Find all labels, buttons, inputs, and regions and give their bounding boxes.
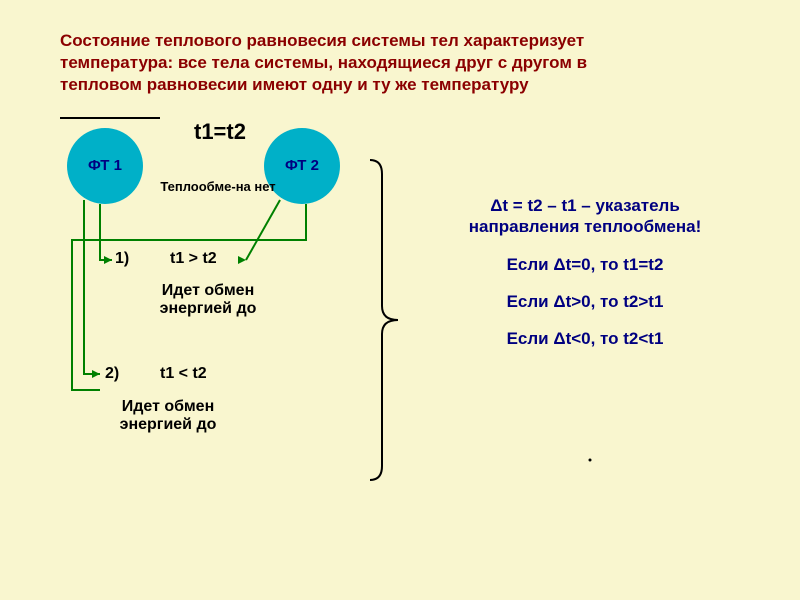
delta-t-line: Если Δt<0, то t2<t1	[460, 328, 710, 349]
equilibrium-label: t1=t2	[185, 120, 255, 143]
case2-number: 2)	[105, 365, 119, 383]
delta-t-line: Δt = t2 – t1 – указатель направления теп…	[460, 195, 710, 238]
delta-t-line: Если Δt>0, то t2>t1	[460, 291, 710, 312]
delta-t-explanation: Δt = t2 – t1 – указатель направления теп…	[460, 195, 710, 365]
case1-exchange-text: Идет обмен энергией до	[148, 282, 268, 319]
node-ft2-label: ФТ 2	[264, 157, 340, 174]
case1-condition: t1 > t2	[170, 250, 217, 268]
delta-t-line: Если Δt=0, то t1=t2	[460, 254, 710, 275]
case2-condition: t1 < t2	[160, 365, 207, 383]
curly-brace	[370, 160, 398, 480]
case1-number: 1)	[115, 250, 129, 268]
case2-exchange-text: Идет обмен энергией до	[108, 398, 228, 435]
no-exchange-text: Теплообме-на нет	[158, 180, 278, 195]
decorative-dot	[589, 459, 592, 462]
node-ft1-label: ФТ 1	[67, 157, 143, 174]
